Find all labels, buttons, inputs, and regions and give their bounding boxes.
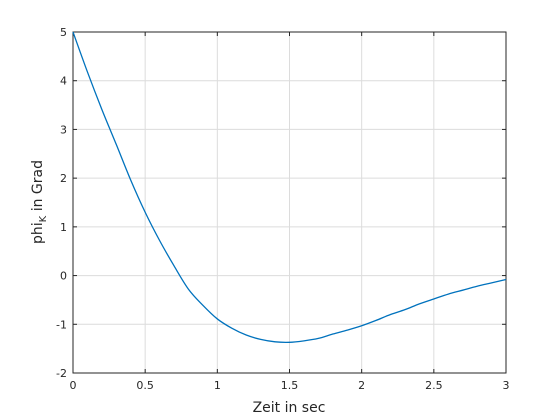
x-axis-label: Zeit in sec <box>253 400 326 416</box>
y-tick-label: -2 <box>56 367 67 380</box>
x-tick-label: 3 <box>503 379 510 392</box>
x-tick-label: 1.5 <box>281 379 299 392</box>
x-tick-label: 0 <box>70 379 77 392</box>
y-tick-label: 3 <box>60 123 67 136</box>
y-tick-label: 5 <box>60 26 67 39</box>
series-line <box>72 31 507 344</box>
x-tick-label: 0.5 <box>136 379 154 392</box>
y-tick-label: 1 <box>60 221 67 234</box>
x-tick-label: 2 <box>358 379 365 392</box>
y-axis-label-suffix: in Grad <box>30 160 46 216</box>
x-tick-label: 1 <box>214 379 221 392</box>
y-tick-label: 2 <box>60 172 67 185</box>
x-tick-labels: 0 0.5 1 1.5 2 2.5 3 <box>70 379 510 392</box>
series-group <box>72 31 507 344</box>
x-tick-label: 2.5 <box>425 379 443 392</box>
y-tick-label: -1 <box>56 318 67 331</box>
grid-lines <box>72 31 507 374</box>
y-tick-label: 0 <box>60 270 67 283</box>
y-axis-label-main: phi <box>30 222 46 244</box>
y-axis-label: phiK in Grad <box>30 160 49 244</box>
y-axis-label-subscript: K <box>38 215 49 222</box>
y-tick-labels: -2 -1 0 1 2 3 4 5 <box>56 26 67 380</box>
y-tick-label: 4 <box>60 75 67 88</box>
